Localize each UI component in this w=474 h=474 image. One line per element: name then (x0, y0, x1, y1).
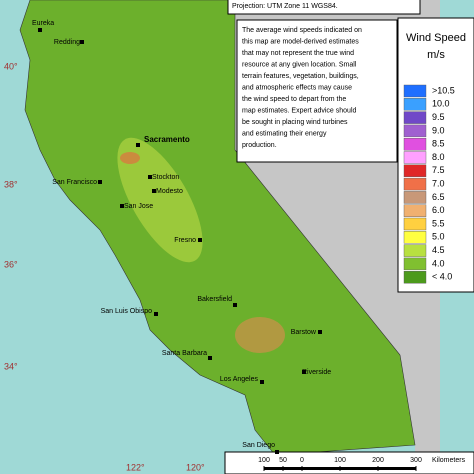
scale-label: 0 (300, 457, 304, 464)
note-line: map estimates. Expert advice should (242, 107, 356, 114)
note-line: resource at any given location. Small (242, 61, 357, 68)
legend-swatch (403, 151, 427, 164)
legend-swatch (403, 177, 427, 191)
scale-label: 50 (279, 457, 287, 464)
city-marker (302, 370, 306, 374)
latitude-label: 40° (4, 61, 18, 71)
legend-swatch (403, 98, 427, 111)
city-label: Santa Barbara (162, 350, 207, 357)
legend-label: 8.5 (432, 139, 445, 149)
city-marker (208, 356, 212, 360)
legend-label: 9.5 (432, 112, 445, 122)
scale-label: 100 (334, 457, 346, 464)
note-line: be sought in placing wind turbines (242, 119, 348, 126)
legend-label: >10.5 (432, 85, 455, 95)
legend-label: 7.5 (432, 165, 445, 175)
note-line: and estimating their energy (242, 130, 327, 137)
legend-swatch (403, 204, 427, 217)
city-marker (260, 380, 264, 384)
city-label: San Luis Obispo (101, 308, 152, 315)
city-marker (152, 189, 156, 193)
latitude-label: 38° (4, 179, 18, 189)
city-label: San Jose (124, 203, 153, 210)
legend-label: 4.5 (432, 245, 445, 255)
note-line: terrain features, vegetation, buildings, (242, 73, 359, 80)
city-label: Bakersfield (197, 296, 232, 303)
latitude-label: 36° (4, 259, 18, 269)
tehachapi-area (235, 317, 285, 353)
city-label: Stockton (152, 174, 179, 181)
city-marker (198, 238, 202, 242)
legend-swatch (403, 191, 427, 204)
legend-label: 9.0 (432, 125, 445, 135)
scale-label: 100 (258, 457, 270, 464)
note-line: this map are model-derived estimates (242, 38, 359, 45)
city-label: Modesto (156, 188, 183, 195)
note-line: The average wind speeds indicated on (242, 27, 362, 34)
city-marker (98, 180, 102, 184)
legend-swatch (403, 111, 427, 124)
city-marker (136, 143, 140, 147)
scale-bar (264, 467, 416, 470)
legend-label: < 4.0 (432, 272, 452, 282)
city-marker (275, 450, 279, 454)
city-label: San Diego (242, 442, 275, 449)
scale-label: 300 (410, 457, 422, 464)
legend-label: 4.0 (432, 258, 445, 268)
legend-label: 8.0 (432, 152, 445, 162)
city-marker (80, 40, 84, 44)
city-marker (233, 303, 237, 307)
longitude-label: 120° (186, 462, 205, 472)
legend-swatch (403, 124, 427, 138)
legend-unit: m/s (427, 49, 445, 61)
note-box (236, 19, 398, 163)
city-label: Eureka (32, 20, 54, 27)
legend-swatch (403, 164, 427, 178)
legend-swatch (403, 271, 427, 284)
latitude-label: 34° (4, 361, 18, 371)
legend-label: 5.0 (432, 232, 445, 242)
legend-title: Wind Speed (406, 32, 466, 44)
central-valley (117, 137, 203, 263)
city-label: Los Angeles (220, 376, 259, 383)
city-label: Fresno (174, 237, 196, 244)
city-marker (38, 28, 42, 32)
delta-area (120, 152, 140, 164)
legend-label: 6.0 (432, 205, 445, 215)
legend-label: 5.5 (432, 218, 445, 228)
city-marker (154, 312, 158, 316)
city-label: Sacramento (144, 135, 190, 144)
legend-swatch (403, 84, 427, 98)
city-label: San Francisco (52, 179, 97, 186)
legend-swatch (403, 257, 427, 271)
note-line: and atmospheric effects may cause (242, 84, 352, 91)
note-line: the wind speed to depart from the (242, 96, 346, 103)
legend-label: 10.0 (432, 99, 450, 109)
projection-box (227, 0, 421, 15)
city-label: Riverside (302, 369, 331, 376)
longitude-label: 122° (126, 462, 145, 472)
legend-label: 7.0 (432, 178, 445, 188)
city-label: Redding (54, 39, 80, 46)
note-line: production. (242, 142, 277, 149)
city-marker (148, 175, 152, 179)
projection: Projection: UTM Zone 11 WGS84. (232, 3, 338, 10)
california (19, 0, 416, 456)
legend-swatch (403, 217, 427, 231)
note-line: that may not represent the true wind (242, 50, 354, 57)
scale-label: 200 (372, 457, 384, 464)
city-label: Barstow (291, 329, 317, 336)
legend-swatch (403, 231, 427, 244)
city-marker (318, 330, 322, 334)
scale-unit: Kilometers (432, 457, 466, 464)
legend-label: 6.5 (432, 192, 445, 202)
city-marker (120, 204, 124, 208)
legend-swatch (403, 244, 427, 257)
legend-swatch (403, 137, 427, 151)
